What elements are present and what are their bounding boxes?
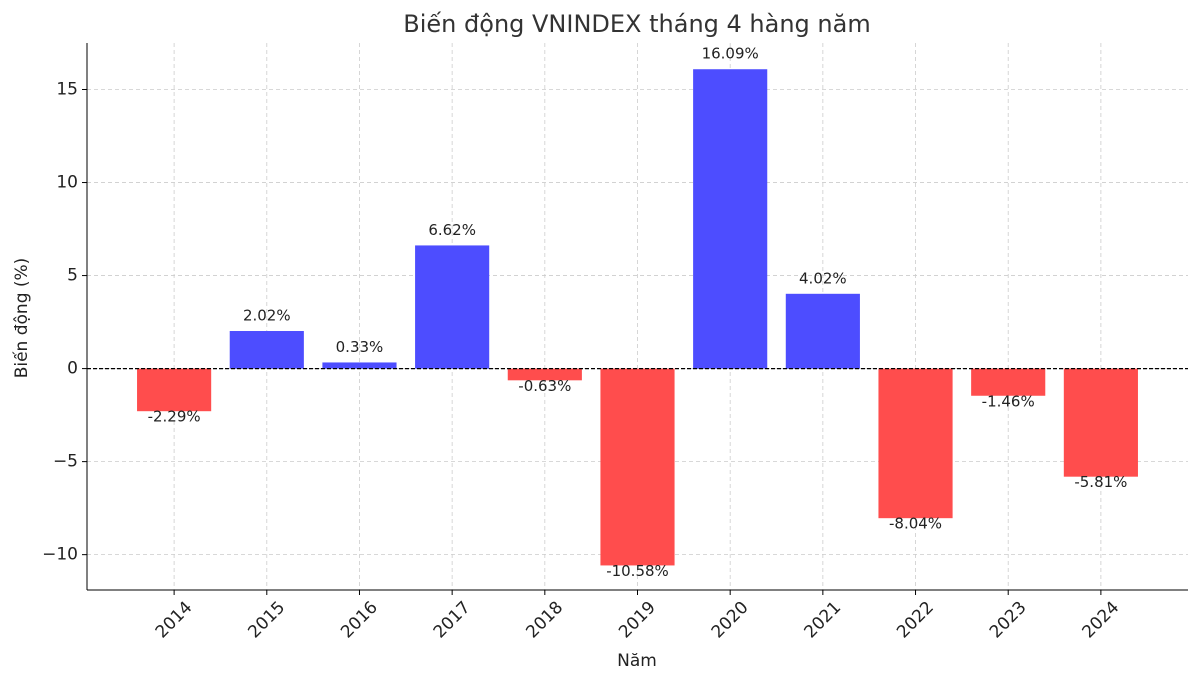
value-label: -10.58%	[606, 562, 669, 580]
x-tick-label: 2019	[615, 598, 660, 643]
y-axis-label: Biến động (%)	[11, 258, 32, 379]
x-tick-label: 2023	[986, 598, 1031, 643]
value-label: -2.29%	[148, 408, 201, 426]
y-tick-label: 10	[56, 173, 78, 193]
bar	[507, 368, 582, 381]
x-tick-label: 2016	[337, 598, 382, 643]
value-label: -0.63%	[518, 377, 571, 395]
bar	[229, 331, 304, 369]
bar	[137, 368, 212, 412]
bar	[785, 293, 860, 369]
value-label: -1.46%	[982, 392, 1035, 410]
bar	[1063, 368, 1138, 477]
y-tick-label: −10	[42, 545, 78, 565]
chart-title: Biến động VNINDEX tháng 4 hàng năm	[403, 10, 870, 38]
x-axis-label: Năm	[617, 651, 657, 671]
value-label: 4.02%	[799, 269, 847, 287]
bar	[878, 368, 953, 519]
x-tick-label: 2014	[152, 598, 197, 643]
value-label: 6.62%	[428, 221, 476, 239]
x-tick-label: 2024	[1079, 598, 1124, 643]
y-tick-label: 0	[67, 359, 78, 379]
value-label: -8.04%	[889, 515, 942, 533]
x-tick-label: 2017	[430, 598, 475, 643]
y-tick-label: 15	[56, 80, 78, 100]
value-label: -5.81%	[1074, 473, 1127, 491]
x-tick-label: 2021	[800, 598, 845, 643]
value-label: 0.33%	[336, 338, 384, 356]
y-tick-label: 5	[67, 266, 78, 286]
x-tick-label: 2018	[522, 598, 567, 643]
x-tick-label: 2022	[893, 598, 938, 643]
bar	[693, 69, 768, 369]
bar	[971, 368, 1046, 396]
bar	[600, 368, 675, 566]
x-tick-label: 2015	[244, 598, 289, 643]
y-tick-label: −5	[53, 452, 78, 472]
value-label: 16.09%	[702, 45, 759, 63]
bar	[415, 245, 490, 369]
bar	[322, 362, 397, 369]
x-tick-label: 2020	[708, 598, 753, 643]
value-label: 2.02%	[243, 307, 291, 325]
